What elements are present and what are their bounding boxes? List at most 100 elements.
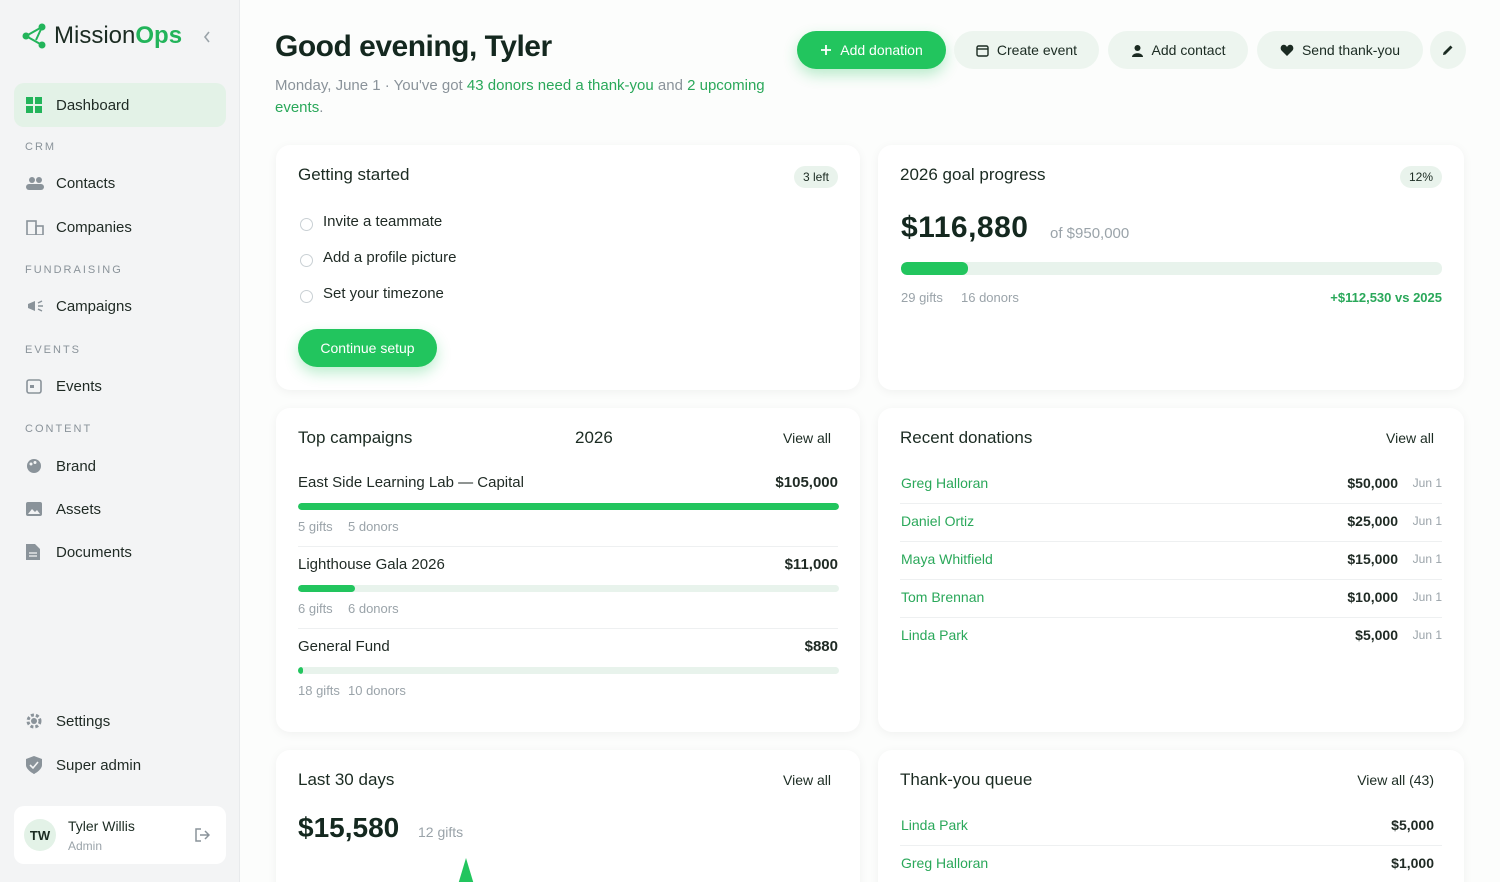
nav-label: Events <box>56 377 102 395</box>
view-all-link[interactable]: View all <box>1386 430 1434 446</box>
task-checkbox[interactable] <box>300 254 313 267</box>
year-selector[interactable]: 2026 <box>575 428 613 447</box>
goal-bar <box>901 262 968 275</box>
donor-name[interactable]: Maya Whitfield <box>901 551 993 567</box>
section-heading: CONTENT <box>25 423 93 435</box>
edit-button[interactable] <box>1430 31 1466 69</box>
goal-gifts: 29 gifts <box>901 290 943 305</box>
campaign-bar <box>298 503 839 510</box>
goal-change: +$112,530 vs 2025 <box>1330 290 1442 305</box>
donor-name[interactable]: Tom Brennan <box>901 589 985 605</box>
events-link[interactable]: 2 upcoming events <box>275 77 765 116</box>
thank-you-queue-card: Thank-you queue View all (43) Linda Park… <box>878 750 1464 882</box>
avatar: TW <box>24 819 56 851</box>
icon <box>976 44 989 57</box>
nav-label: Campaigns <box>56 297 132 315</box>
view-all-link[interactable]: View all <box>783 772 831 788</box>
campaign-amount: $11,000 <box>784 556 838 573</box>
task-checkbox[interactable] <box>300 218 313 231</box>
nav-label: Super admin <box>56 756 142 774</box>
button-label: Create event <box>996 42 1078 58</box>
icon <box>26 97 42 113</box>
brand: MissionOps <box>54 22 182 50</box>
nav-item[interactable]: Assets <box>14 489 226 529</box>
task-checkbox[interactable] <box>300 290 313 303</box>
donation-amount: $5,000 <box>1355 627 1398 643</box>
campaign-amount: $105,000 <box>775 474 838 491</box>
nav-label: Companies <box>56 218 132 236</box>
gift-count: 12 gifts <box>418 824 464 840</box>
queue-amount: $5,000 <box>1391 817 1434 833</box>
nav-item[interactable]: Events <box>14 366 226 406</box>
donation-date: Jun 1 <box>1412 628 1442 642</box>
end: . <box>319 99 324 116</box>
continue-setup-button[interactable]: Continue setup <box>298 329 437 367</box>
separator <box>900 541 1442 542</box>
nav-dashboard[interactable]: Dashboard <box>14 83 226 127</box>
getting-started-card: Getting started 3 left Invite a teammate… <box>276 145 860 390</box>
date-text: Monday, June 1 · You've got <box>275 77 463 94</box>
card-title: Last 30 days <box>298 770 395 789</box>
icon <box>26 220 44 235</box>
view-all-link[interactable]: View all (43) <box>1357 772 1434 788</box>
badge: 3 left <box>793 166 838 188</box>
queue-name[interactable]: Greg Halloran <box>901 855 989 871</box>
separator <box>298 628 838 629</box>
nav-label: Assets <box>56 500 102 518</box>
campaign-donors: 5 donors <box>348 519 399 534</box>
logout-button[interactable] <box>194 827 210 843</box>
donor-name[interactable]: Linda Park <box>901 627 968 643</box>
nav-label: Brand <box>56 457 97 475</box>
campaign-name: Lighthouse Gala 2026 <box>298 556 445 573</box>
collapse-button[interactable] <box>202 30 212 44</box>
donation-amount: $15,000 <box>1347 551 1398 567</box>
total: $15,580 <box>298 812 400 843</box>
send-thank-you-button[interactable]: Send thank-you <box>1257 31 1423 69</box>
donors-link[interactable]: 43 donors need a thank-you <box>466 77 654 94</box>
nav-label: Documents <box>56 543 132 561</box>
icon <box>28 300 43 312</box>
nav-item[interactable]: Contacts <box>14 163 226 203</box>
nav-item[interactable]: Documents <box>14 532 226 572</box>
nav-item[interactable]: Brand <box>14 446 226 486</box>
card-title: Getting started <box>298 165 410 184</box>
task-label: Invite a teammate <box>323 213 443 230</box>
greeting: Good evening, Tyler <box>275 30 552 63</box>
nav-item[interactable]: Companies <box>14 207 226 247</box>
nav-label: Settings <box>56 712 111 730</box>
campaign-gifts: 18 gifts <box>298 683 340 698</box>
icon <box>821 45 832 55</box>
campaign-gifts: 6 gifts <box>298 601 333 616</box>
chart-marker <box>458 858 474 882</box>
icon <box>1443 45 1453 55</box>
button-label: Send thank-you <box>1301 42 1401 58</box>
donation-amount: $10,000 <box>1347 589 1398 605</box>
goal-donors: 16 donors <box>961 290 1019 305</box>
icon <box>26 713 42 729</box>
goal-target: of $950,000 <box>1050 225 1130 242</box>
last-30-days-card: Last 30 days View all $15,580 12 gifts <box>276 750 860 882</box>
goal-raised: $116,880 <box>901 211 1029 244</box>
icon <box>1280 44 1294 56</box>
task-label: Set your timezone <box>323 285 444 302</box>
user-role: Admin <box>68 839 103 853</box>
view-all-link[interactable]: View all <box>783 430 831 446</box>
add-contact-button[interactable]: Add contact <box>1108 31 1248 69</box>
nav-item[interactable]: Settings <box>14 701 226 741</box>
user-name: Tyler Willis <box>68 818 135 834</box>
queue-name[interactable]: Linda Park <box>901 817 968 833</box>
top-campaigns-card: Top campaigns 2026 View all East Side Le… <box>276 408 860 732</box>
separator <box>900 579 1442 580</box>
brand-main: Mission <box>54 22 136 49</box>
recent-donations-card: Recent donations View all Greg Halloran $… <box>878 408 1464 732</box>
donation-date: Jun 1 <box>1412 552 1442 566</box>
user-card[interactable]: TW Tyler Willis Admin <box>14 806 226 864</box>
donor-name[interactable]: Daniel Ortiz <box>901 513 975 529</box>
donor-name[interactable]: Greg Halloran <box>901 475 989 491</box>
nav-item[interactable]: Super admin <box>14 745 226 785</box>
add-donation-button[interactable]: Add donation <box>797 31 946 69</box>
campaign-bar <box>298 667 303 674</box>
queue-amount: $1,000 <box>1391 855 1434 871</box>
nav-item[interactable]: Campaigns <box>14 286 226 326</box>
create-event-button[interactable]: Create event <box>954 31 1099 69</box>
